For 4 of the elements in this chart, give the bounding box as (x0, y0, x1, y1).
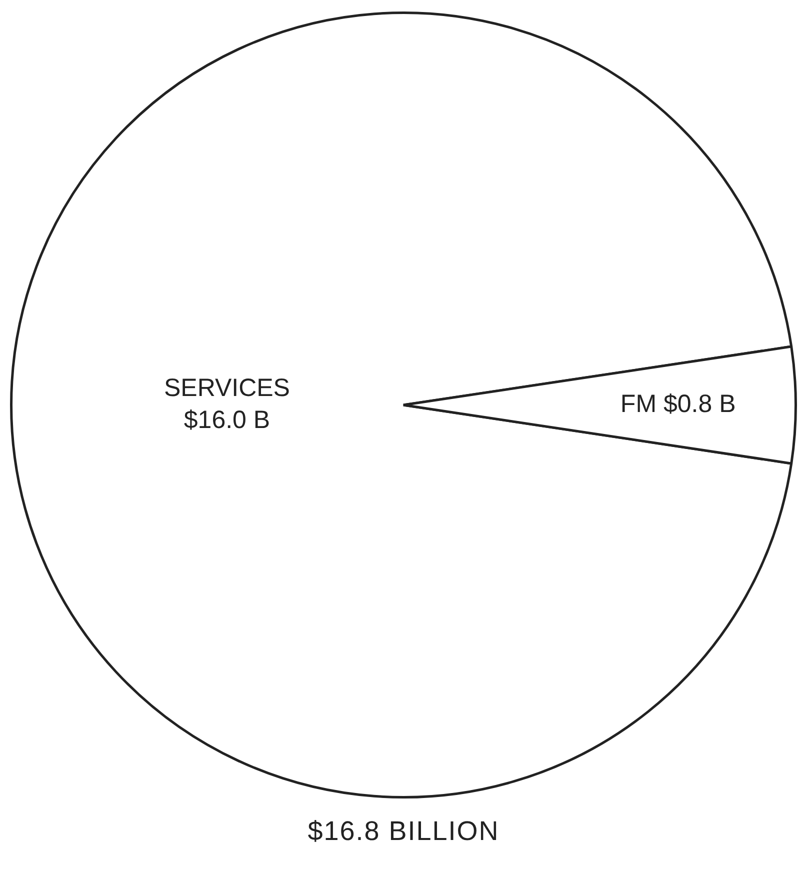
data-label: $16.0 B (184, 406, 270, 434)
text: $16.8 BILLION (306, 816, 500, 847)
slice-label: SERVICES (164, 374, 290, 402)
slice-label: FM $0.8 B (620, 390, 736, 418)
